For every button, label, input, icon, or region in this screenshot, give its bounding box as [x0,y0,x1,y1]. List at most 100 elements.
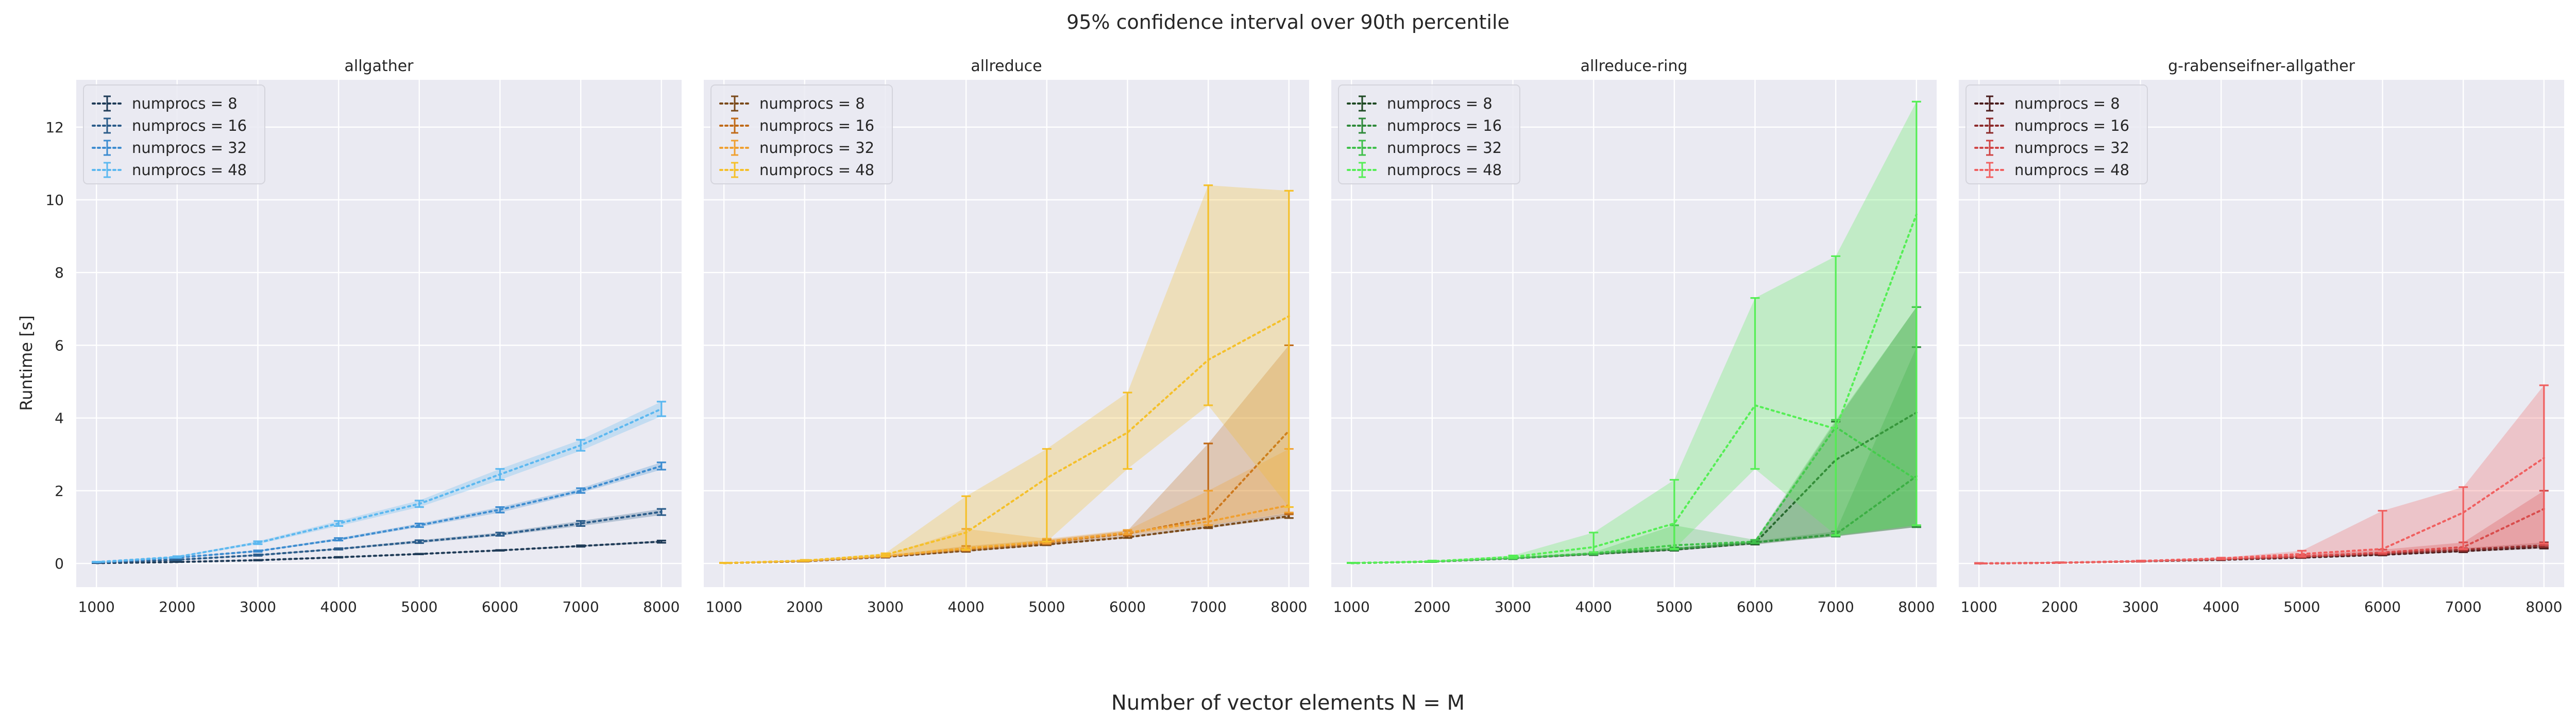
error-bar [656,461,666,471]
confidence-band [724,185,1289,563]
x-tick-label: 3000 [1495,598,1531,615]
y-tick-label: 12 [45,119,64,136]
legend: numprocs = 8 numprocs = 16 numprocs = 32 nu… [1338,84,1520,184]
error-bar [2216,557,2226,560]
series-4 [1974,384,2549,565]
x-tick-label: 5000 [1028,598,1065,615]
error-bar [1042,448,1052,543]
error-bar [2055,561,2064,564]
x-tick-label: 2000 [2041,598,2078,615]
legend-label: numprocs = 16 [132,117,247,134]
x-tick-label: 2000 [1414,598,1450,615]
legend-label: numprocs = 8 [759,95,865,112]
error-bar [1831,255,1841,536]
series-line [95,465,663,563]
x-tick-label: 6000 [2364,598,2401,615]
legend-entry: numprocs = 48 [1974,161,2129,179]
panel-title: allreduce-ring [1581,57,1688,75]
x-tick-label: 5000 [401,598,437,615]
error-bar [656,540,666,544]
x-tick-label: 8000 [1898,598,1935,615]
legend-box [83,84,265,184]
error-bar [1911,100,1921,526]
legend: numprocs = 8 numprocs = 16 numprocs = 32 nu… [710,84,893,184]
x-tick-label: 3000 [240,598,276,615]
series-line [723,515,1290,564]
series-line [1350,475,1918,564]
series-4 [92,401,666,563]
error-bar [253,553,263,557]
error-bar [414,500,424,508]
chart-panels: allgather 1000 2000 3000 4000 5000 6000 7000 800… [45,57,2564,615]
error-bar [2378,510,2387,554]
x-tick-label: 3000 [867,598,904,615]
legend-entry: numprocs = 48 [719,161,874,179]
error-bar [880,552,890,557]
legend-label: numprocs = 48 [759,161,874,179]
error-bar [334,537,344,542]
error-bar [576,487,586,494]
x-tick-label: 1000 [1961,598,1997,615]
legend-label: numprocs = 48 [132,161,247,179]
legend-box [710,84,893,184]
error-bar [1204,490,1213,526]
x-tick-label: 8000 [1270,598,1307,615]
error-bar [414,539,424,544]
y-tick-label: 0 [55,555,64,572]
y-tick-label: 10 [45,192,64,209]
confidence-band [724,449,1289,563]
legend-entry: numprocs = 16 [1347,117,1502,134]
x-tick-label: 7000 [563,598,599,615]
x-tick-label: 3000 [2122,598,2159,615]
error-bar [1123,529,1132,536]
error-bar [1427,559,1437,563]
error-bar [495,531,505,537]
x-tick-label: 6000 [1109,598,1146,615]
error-bar [1204,184,1213,406]
series-line [1350,425,1918,564]
x-tick-label: 7000 [1818,598,1854,615]
legend-label: numprocs = 32 [132,139,247,157]
legend-entry: numprocs = 32 [1974,139,2129,157]
error-bar [656,401,666,417]
x-tick-label: 6000 [1737,598,1773,615]
legend-label: numprocs = 8 [1387,95,1493,112]
y-axis-label: Runtime [s] [16,315,36,410]
x-tick-label: 1000 [706,598,742,615]
error-bar [1750,297,1760,470]
y-tick-label: 4 [55,410,64,427]
error-bar [172,558,182,561]
legend-entry: numprocs = 32 [92,139,247,157]
legend-label: numprocs = 16 [2014,117,2129,134]
error-bar [495,506,505,513]
legend-label: numprocs = 16 [1387,117,1502,134]
series-line [1978,508,2545,565]
x-tick-label: 7000 [2445,598,2482,615]
legend-label: numprocs = 48 [1387,161,1502,179]
x-tick-label: 5000 [2283,598,2320,615]
x-tick-label: 2000 [159,598,195,615]
legend-label: numprocs = 48 [2014,161,2129,179]
error-bar [495,549,505,552]
series-line [723,504,1290,564]
error-bar [172,555,182,559]
error-bar [414,522,424,528]
error-bar [1589,531,1599,554]
error-bar [576,544,586,548]
legend-entry: numprocs = 48 [92,161,247,179]
legend: numprocs = 8 numprocs = 16 numprocs = 32 nu… [83,84,265,184]
series-line [95,540,663,564]
x-tick-label: 4000 [2203,598,2240,615]
error-bar [1750,539,1760,544]
series-line [723,315,1290,564]
error-bar [253,540,263,545]
x-tick-label: 8000 [643,598,680,615]
panel-title: g-rabenseifner-allgather [2168,57,2355,75]
series-4 [719,184,1294,564]
legend-entry: numprocs = 16 [719,117,874,134]
error-bar [2136,559,2145,562]
panel-g-rabenseifner-allgather: g-rabenseifner-allgather 1000 2000 3000 4000… [1959,57,2564,615]
legend-box [1965,84,2148,184]
legend-entry: numprocs = 16 [92,117,247,134]
